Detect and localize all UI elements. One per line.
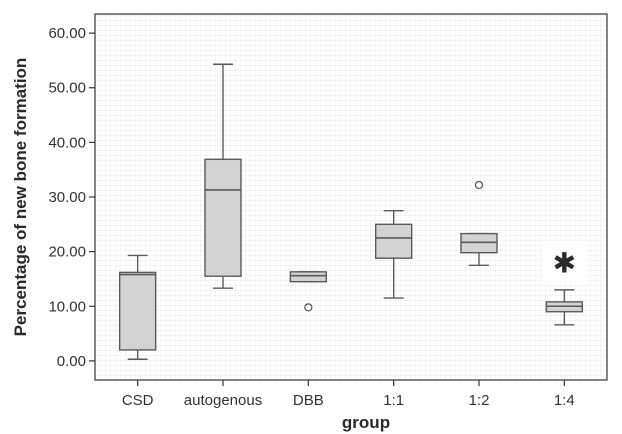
x-tick-label: 1:4 — [554, 392, 575, 409]
y-tick-label: 30.00 — [48, 189, 86, 206]
chart-marks — [89, 32, 587, 386]
x-tick-label: autogenous — [184, 392, 262, 409]
y-axis-title: Percentage of new bone formation — [11, 58, 30, 337]
box-autogenous — [204, 158, 242, 277]
outlier-point — [474, 180, 484, 190]
y-tick-label: 40.00 — [48, 134, 86, 151]
x-axis-title: group — [342, 413, 390, 432]
plot-area-background — [95, 14, 607, 380]
significance-marker-background — [542, 240, 587, 285]
y-tick-label: 60.00 — [48, 25, 86, 42]
plot-area-frame — [94, 13, 608, 381]
outlier-point — [304, 303, 313, 312]
significance-asterisk: ✱ — [553, 247, 576, 280]
box-DBB — [289, 271, 328, 283]
x-tick-label: CSD — [122, 392, 154, 409]
x-tick-label: 1:2 — [469, 392, 490, 409]
y-tick-label: 50.00 — [48, 80, 86, 97]
y-tick-label: 20.00 — [48, 244, 86, 261]
box-1:2 — [460, 232, 498, 254]
y-tick-label: 10.00 — [48, 298, 86, 315]
chart-labels: 0.00 10.00 20.00 30.00 40.00 50.00 60.00 CSD aut… — [48, 25, 576, 409]
box-CSD — [118, 271, 157, 351]
box-1:1 — [374, 223, 413, 259]
x-tick-label: DBB — [293, 392, 324, 409]
x-tick-label: 1:1 — [383, 392, 404, 409]
y-tick-label: 0.00 — [57, 353, 86, 370]
